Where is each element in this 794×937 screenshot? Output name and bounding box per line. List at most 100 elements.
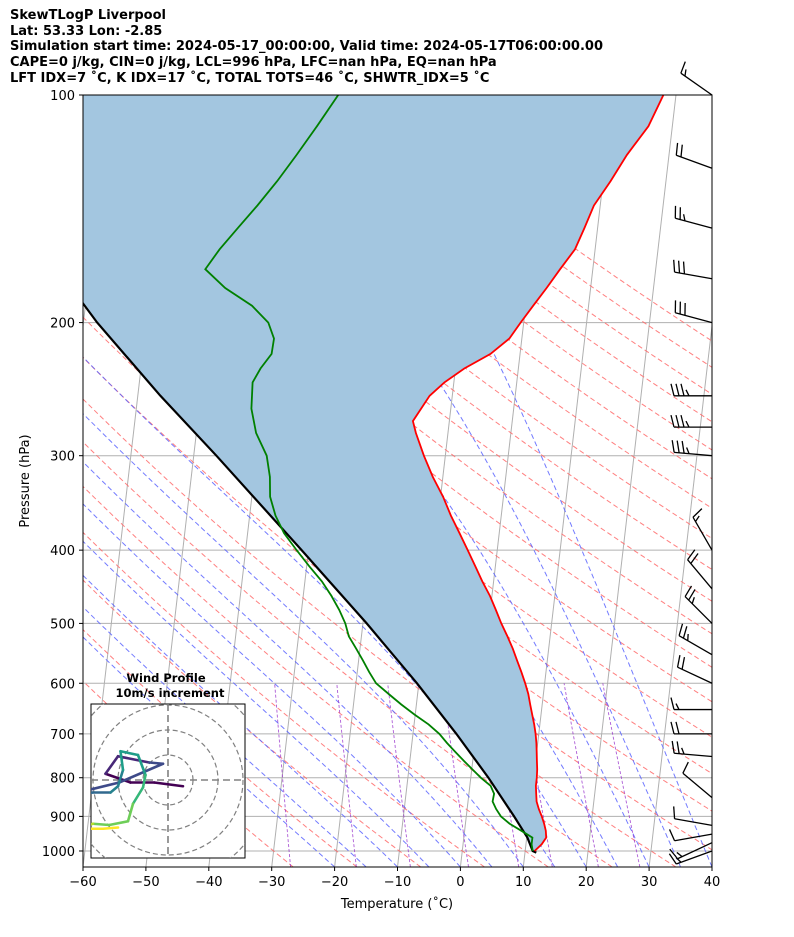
barb-feather (684, 585, 693, 597)
barb-staff (676, 154, 713, 169)
wind-barb (684, 585, 713, 624)
x-tick-label: −40 (195, 875, 222, 890)
barb-staff (684, 596, 713, 624)
moist-adiabat-line (336, 95, 712, 867)
title-times: Simulation start time: 2024-05-17_00:00:… (10, 39, 603, 55)
barb-staff (674, 271, 713, 280)
barb-feather (680, 414, 685, 428)
cape-shading (83, 95, 664, 851)
dry-adiabat-line (85, 101, 712, 602)
mixing-ratio-line (336, 683, 357, 867)
mixing-ratio-line (602, 683, 641, 867)
barb-feather (681, 440, 685, 454)
barb-feather (692, 508, 703, 518)
dry-adiabat-line (249, 101, 712, 451)
y-tick-label: 500 (50, 617, 75, 632)
wind-barb (669, 842, 713, 860)
wind-barb (676, 654, 713, 684)
barb-feather (671, 440, 675, 453)
barb-feather (690, 553, 699, 564)
barb-feather (691, 597, 695, 604)
title-indices-1: CAPE=0 j/kg, CIN=0 j/kg, LCL=996 hPa, LF… (10, 55, 497, 71)
barb-staff (675, 312, 713, 324)
barb-feather (676, 654, 681, 668)
hodograph-segment (109, 784, 120, 794)
y-tick-label: 400 (50, 544, 75, 559)
dry-adiabat-line (83, 485, 549, 867)
moist-adiabat-line (83, 636, 335, 867)
wind-barb (674, 300, 713, 324)
hodograph-segment (152, 781, 185, 788)
isotherm-line (711, 862, 712, 867)
y-tick-label: 900 (50, 810, 75, 825)
barb-feather (675, 142, 679, 156)
wind-barb (692, 508, 713, 551)
barb-feather (685, 420, 690, 428)
wind-barb (678, 623, 713, 656)
wind-barb (670, 383, 712, 397)
wind-barb (673, 259, 713, 280)
barb-feather (680, 61, 686, 74)
hodograph-segment (104, 772, 132, 784)
barb-feather (688, 589, 696, 601)
barb-feather (668, 853, 677, 865)
x-tick-label: −20 (321, 875, 348, 890)
barb-feather (670, 697, 675, 710)
wind-barb (673, 806, 713, 827)
hodograph-segment (91, 822, 111, 827)
mixing-ratio-line (387, 683, 411, 867)
barb-feather (680, 383, 685, 396)
barb-feather (682, 261, 686, 274)
moist-adiabat-line (83, 574, 398, 867)
barb-staff (674, 752, 713, 758)
hodograph-title: Wind Profile (126, 671, 206, 685)
isotherm-line (585, 95, 677, 867)
dry-adiabat-line (83, 398, 677, 867)
wind-barb (670, 697, 712, 711)
dry-adiabat-line (216, 101, 712, 480)
hodograph-segment (116, 768, 125, 788)
barb-feather (687, 549, 696, 561)
barb-staff (678, 635, 713, 656)
hodograph-segment (131, 786, 145, 806)
moist-adiabat-line (83, 412, 524, 867)
hodograph-segment (117, 762, 165, 784)
barb-staff (674, 833, 713, 842)
barb-feather (678, 623, 684, 636)
x-tick-label: −30 (258, 875, 285, 890)
moist-adiabat-line (194, 95, 681, 867)
y-tick-label: 1000 (42, 845, 75, 860)
hodograph-segment (101, 826, 120, 831)
wind-barb (675, 142, 713, 169)
wind-barb (670, 721, 712, 735)
barb-feather (681, 747, 685, 755)
barb-feather (682, 761, 689, 774)
isotherm-line (522, 95, 614, 867)
profile-lines (83, 95, 665, 854)
barb-feather (670, 414, 675, 428)
cape-shaded-area (83, 95, 664, 851)
temperature-line (411, 95, 665, 852)
barb-feather (675, 721, 680, 735)
hodograph-segment (107, 819, 130, 827)
moist-adiabat-line (83, 540, 430, 867)
hodograph-trace (91, 749, 185, 831)
barb-feather (675, 703, 680, 710)
y-tick-label: 300 (50, 450, 75, 465)
wind-barbs (668, 61, 713, 865)
barb-feather (686, 447, 690, 454)
barb-staff (687, 559, 713, 590)
barb-feather (676, 851, 683, 858)
dry-adiabat-line (118, 101, 712, 571)
mixing-ratio-line (274, 683, 292, 867)
dry-adiabat-line (83, 441, 613, 867)
barb-feather (682, 214, 686, 222)
hodograph-segment (104, 754, 120, 776)
y-tick-label: 100 (50, 89, 75, 104)
y-tick-label: 800 (50, 772, 75, 787)
title-location: Lat: 53.33 Lon: -2.85 (10, 23, 163, 39)
barb-feather (673, 259, 676, 273)
x-tick-label: 30 (641, 875, 658, 890)
mixing-ratio-line (563, 683, 599, 867)
hodograph-inset: Wind Profile 10m/s increment (90, 671, 246, 859)
